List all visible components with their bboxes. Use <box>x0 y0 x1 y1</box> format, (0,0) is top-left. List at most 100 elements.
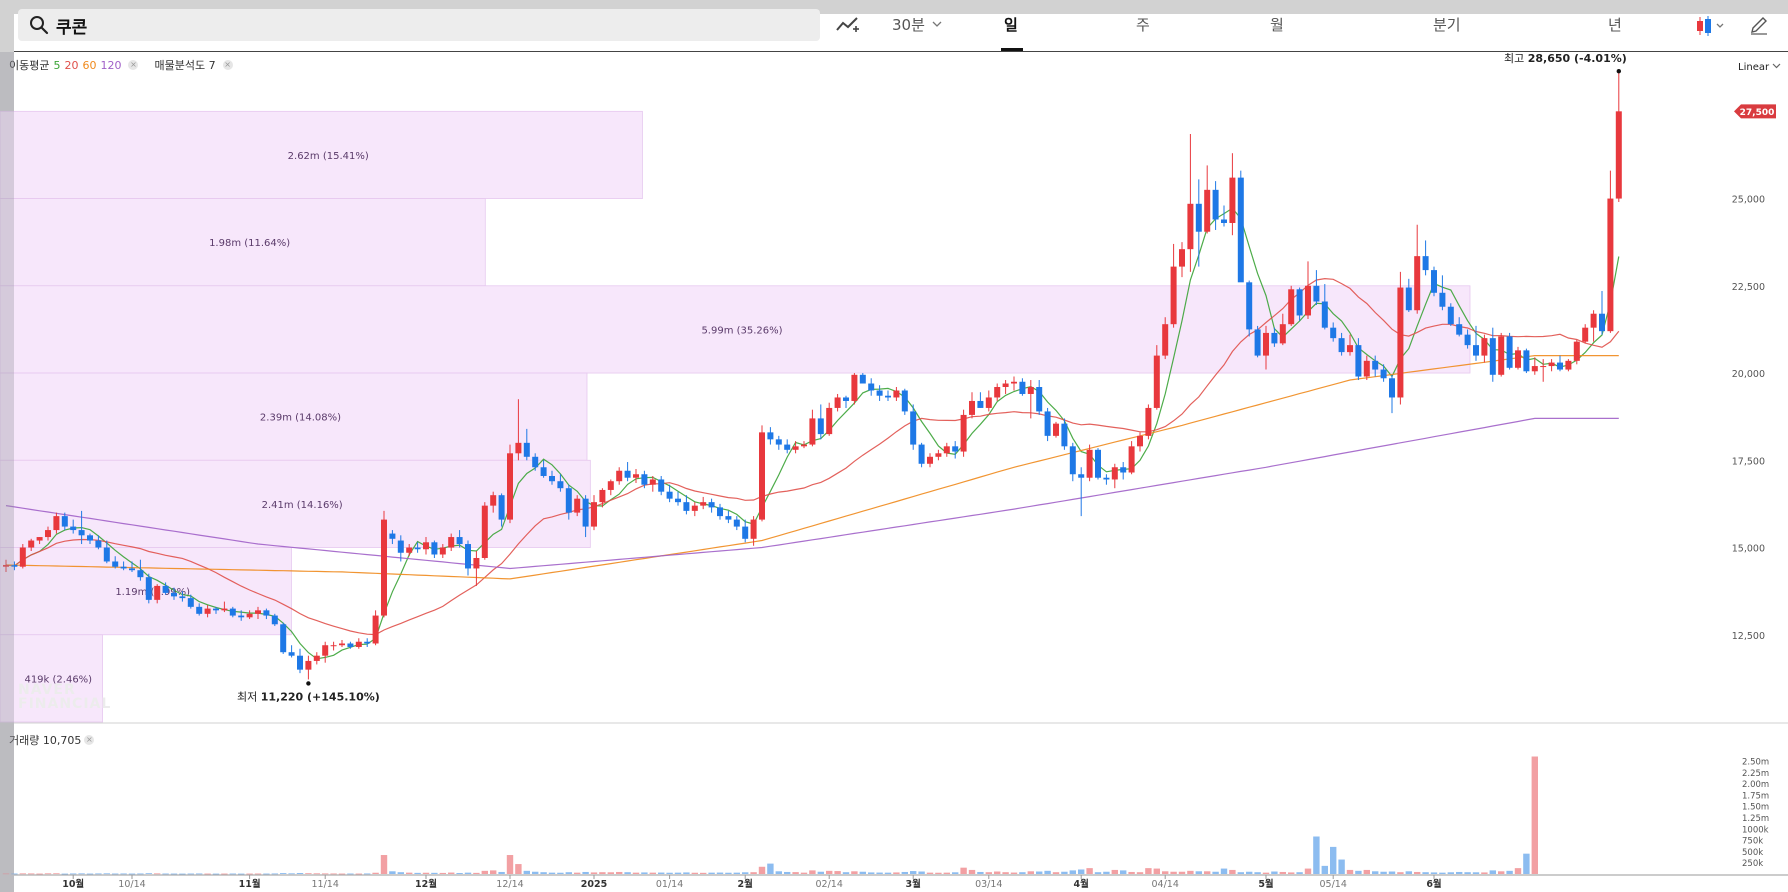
volume-tick-label: 500k <box>1742 848 1763 858</box>
volume-tick-label: 750k <box>1742 837 1763 847</box>
search-box[interactable]: 쿠콘 <box>18 9 820 41</box>
volume-profile-label: 2.39m (14.08%) <box>260 413 341 424</box>
search-query[interactable]: 쿠콘 <box>56 17 88 38</box>
candle-body <box>1498 336 1505 375</box>
candle-body <box>1221 219 1227 223</box>
tab-year[interactable]: 년 <box>1608 16 1622 34</box>
volume-bar <box>238 873 245 875</box>
volume-bar <box>1422 872 1429 874</box>
candle-body <box>1481 338 1488 356</box>
volume-bar <box>1288 872 1295 874</box>
candle-body <box>666 491 673 499</box>
candle-body <box>960 414 967 452</box>
candle-body <box>3 564 9 567</box>
candle-body <box>1044 411 1051 436</box>
chevron-down-icon[interactable] <box>1772 62 1781 69</box>
candle-body <box>1355 345 1362 377</box>
candle-body <box>1170 266 1177 325</box>
candle-body <box>759 432 765 520</box>
volume-bar <box>271 873 278 875</box>
volume-bar <box>960 867 967 874</box>
candle-body <box>859 374 866 384</box>
candle-body <box>876 390 883 396</box>
volume-bar <box>515 864 522 874</box>
volume-bar <box>1204 871 1211 874</box>
volume-bar <box>599 872 606 874</box>
volume-bar <box>884 872 892 874</box>
volume-bar <box>490 870 497 874</box>
candle-body <box>1431 270 1437 293</box>
candle-body <box>154 585 161 600</box>
volume-bar <box>221 873 228 875</box>
price-tick-label: 25,000 <box>1732 195 1765 206</box>
candle-body <box>481 505 488 558</box>
candle-body <box>423 542 429 550</box>
candle-body <box>1523 350 1530 372</box>
close-icon[interactable]: × <box>222 60 233 70</box>
volume-profile-label: 매물분석도 7 <box>154 59 216 72</box>
volume-bar <box>1120 870 1127 874</box>
candle-body <box>498 495 505 520</box>
price-tick-label: 22,500 <box>1732 282 1765 293</box>
close-icon[interactable]: × <box>84 735 95 745</box>
candle-body <box>11 564 18 567</box>
scale-mode-selector[interactable]: Linear <box>1738 62 1770 73</box>
candle-body <box>775 439 782 445</box>
chevron-down-icon[interactable] <box>932 20 942 28</box>
volume-bar <box>448 872 455 874</box>
current-price-label: 27,500 <box>1740 108 1775 118</box>
volume-bar <box>1094 872 1102 874</box>
ma-20-line <box>5 277 1620 636</box>
volume-bar <box>683 872 690 874</box>
volume-bar <box>649 872 656 874</box>
volume-bar <box>1279 871 1286 874</box>
volume-bar <box>1246 871 1253 874</box>
candle-body <box>1027 387 1034 394</box>
candle-body <box>1002 383 1009 387</box>
volume-bar <box>254 873 262 875</box>
candle-body <box>767 432 774 440</box>
volume-profile-bar <box>0 372 588 461</box>
volume-bar <box>590 872 598 874</box>
search-icon[interactable] <box>26 12 52 38</box>
volume-profile-bar <box>0 110 643 199</box>
price-tick-label: 17,500 <box>1732 456 1765 467</box>
volume-bar <box>1498 871 1505 874</box>
tab-day[interactable]: 일 <box>1004 16 1018 34</box>
volume-bar <box>1447 872 1454 874</box>
interval-selector[interactable]: 30분 <box>892 16 925 34</box>
candle-body <box>1145 407 1152 436</box>
candle-body <box>532 456 539 468</box>
candle-body <box>112 561 119 567</box>
candle-body <box>1615 111 1622 199</box>
candle-body <box>1204 189 1211 232</box>
candle-body <box>523 442 530 457</box>
candle-body <box>19 547 26 567</box>
candle-body <box>691 505 698 511</box>
tab-quarter[interactable]: 분기 <box>1433 16 1461 34</box>
candle-body <box>1414 256 1421 311</box>
candle-body <box>1279 324 1286 344</box>
volume-bar <box>128 873 136 875</box>
close-icon[interactable]: × <box>128 60 139 70</box>
volume-bar <box>1313 836 1320 874</box>
volume-bar <box>112 873 119 875</box>
volume-tick-label: 2.25m <box>1742 769 1769 779</box>
candle-body <box>801 444 807 447</box>
tab-month[interactable]: 월 <box>1270 16 1284 34</box>
tab-week[interactable]: 주 <box>1136 16 1150 34</box>
volume-bar <box>1506 870 1513 874</box>
volume-bar <box>406 872 413 874</box>
volume-bar <box>632 872 640 874</box>
candle-body <box>120 566 127 569</box>
candle-body <box>1111 467 1118 480</box>
volume-bar <box>985 872 992 874</box>
candle-body <box>288 652 295 656</box>
pencil-icon[interactable] <box>1748 14 1770 36</box>
candle-body <box>700 502 707 506</box>
volume-bar <box>120 873 127 875</box>
draw-line-icon[interactable] <box>835 14 861 36</box>
volume-profile-label: 1.98m (11.64%) <box>209 238 290 249</box>
candle-type-icon[interactable] <box>1695 15 1729 37</box>
